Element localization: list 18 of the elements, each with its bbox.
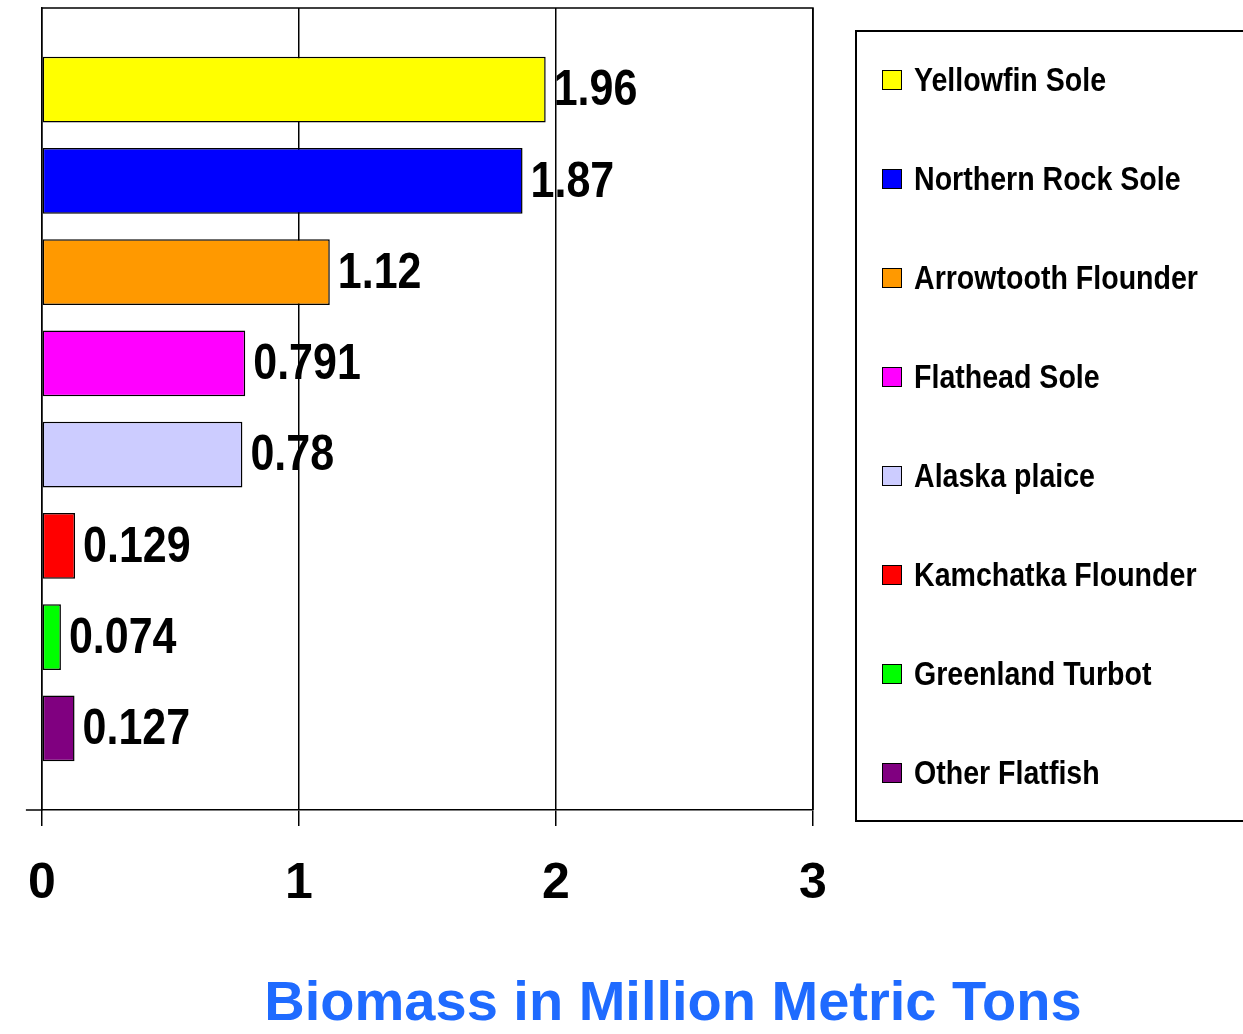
data-label: 0.129 <box>83 516 191 573</box>
x-tick-label: 3 <box>799 852 827 909</box>
legend-label: Alaska plaice <box>914 456 1096 495</box>
data-label: 1.12 <box>337 242 422 299</box>
legend-label: Other Flatfish <box>914 753 1100 792</box>
x-axis-title: Biomass in Million Metric Tons <box>263 968 1083 1033</box>
legend-label: Greenland Turbot <box>914 654 1152 693</box>
data-label: 1.96 <box>553 60 638 117</box>
x-tick-label: 0 <box>28 852 56 909</box>
legend-label: Kamchatka Flounder <box>914 555 1197 594</box>
legend-label: Yellowfin Sole <box>914 60 1107 99</box>
x-tick-label: 2 <box>542 852 570 909</box>
data-label: 0.127 <box>82 699 191 755</box>
legend-label: Arrowtooth Flounder <box>914 258 1198 297</box>
legend-label: Northern Rock Sole <box>914 159 1181 198</box>
legend-label: Flathead Sole <box>914 357 1100 396</box>
x-tick-label: 1 <box>285 852 313 909</box>
data-label: 0.074 <box>68 607 177 664</box>
